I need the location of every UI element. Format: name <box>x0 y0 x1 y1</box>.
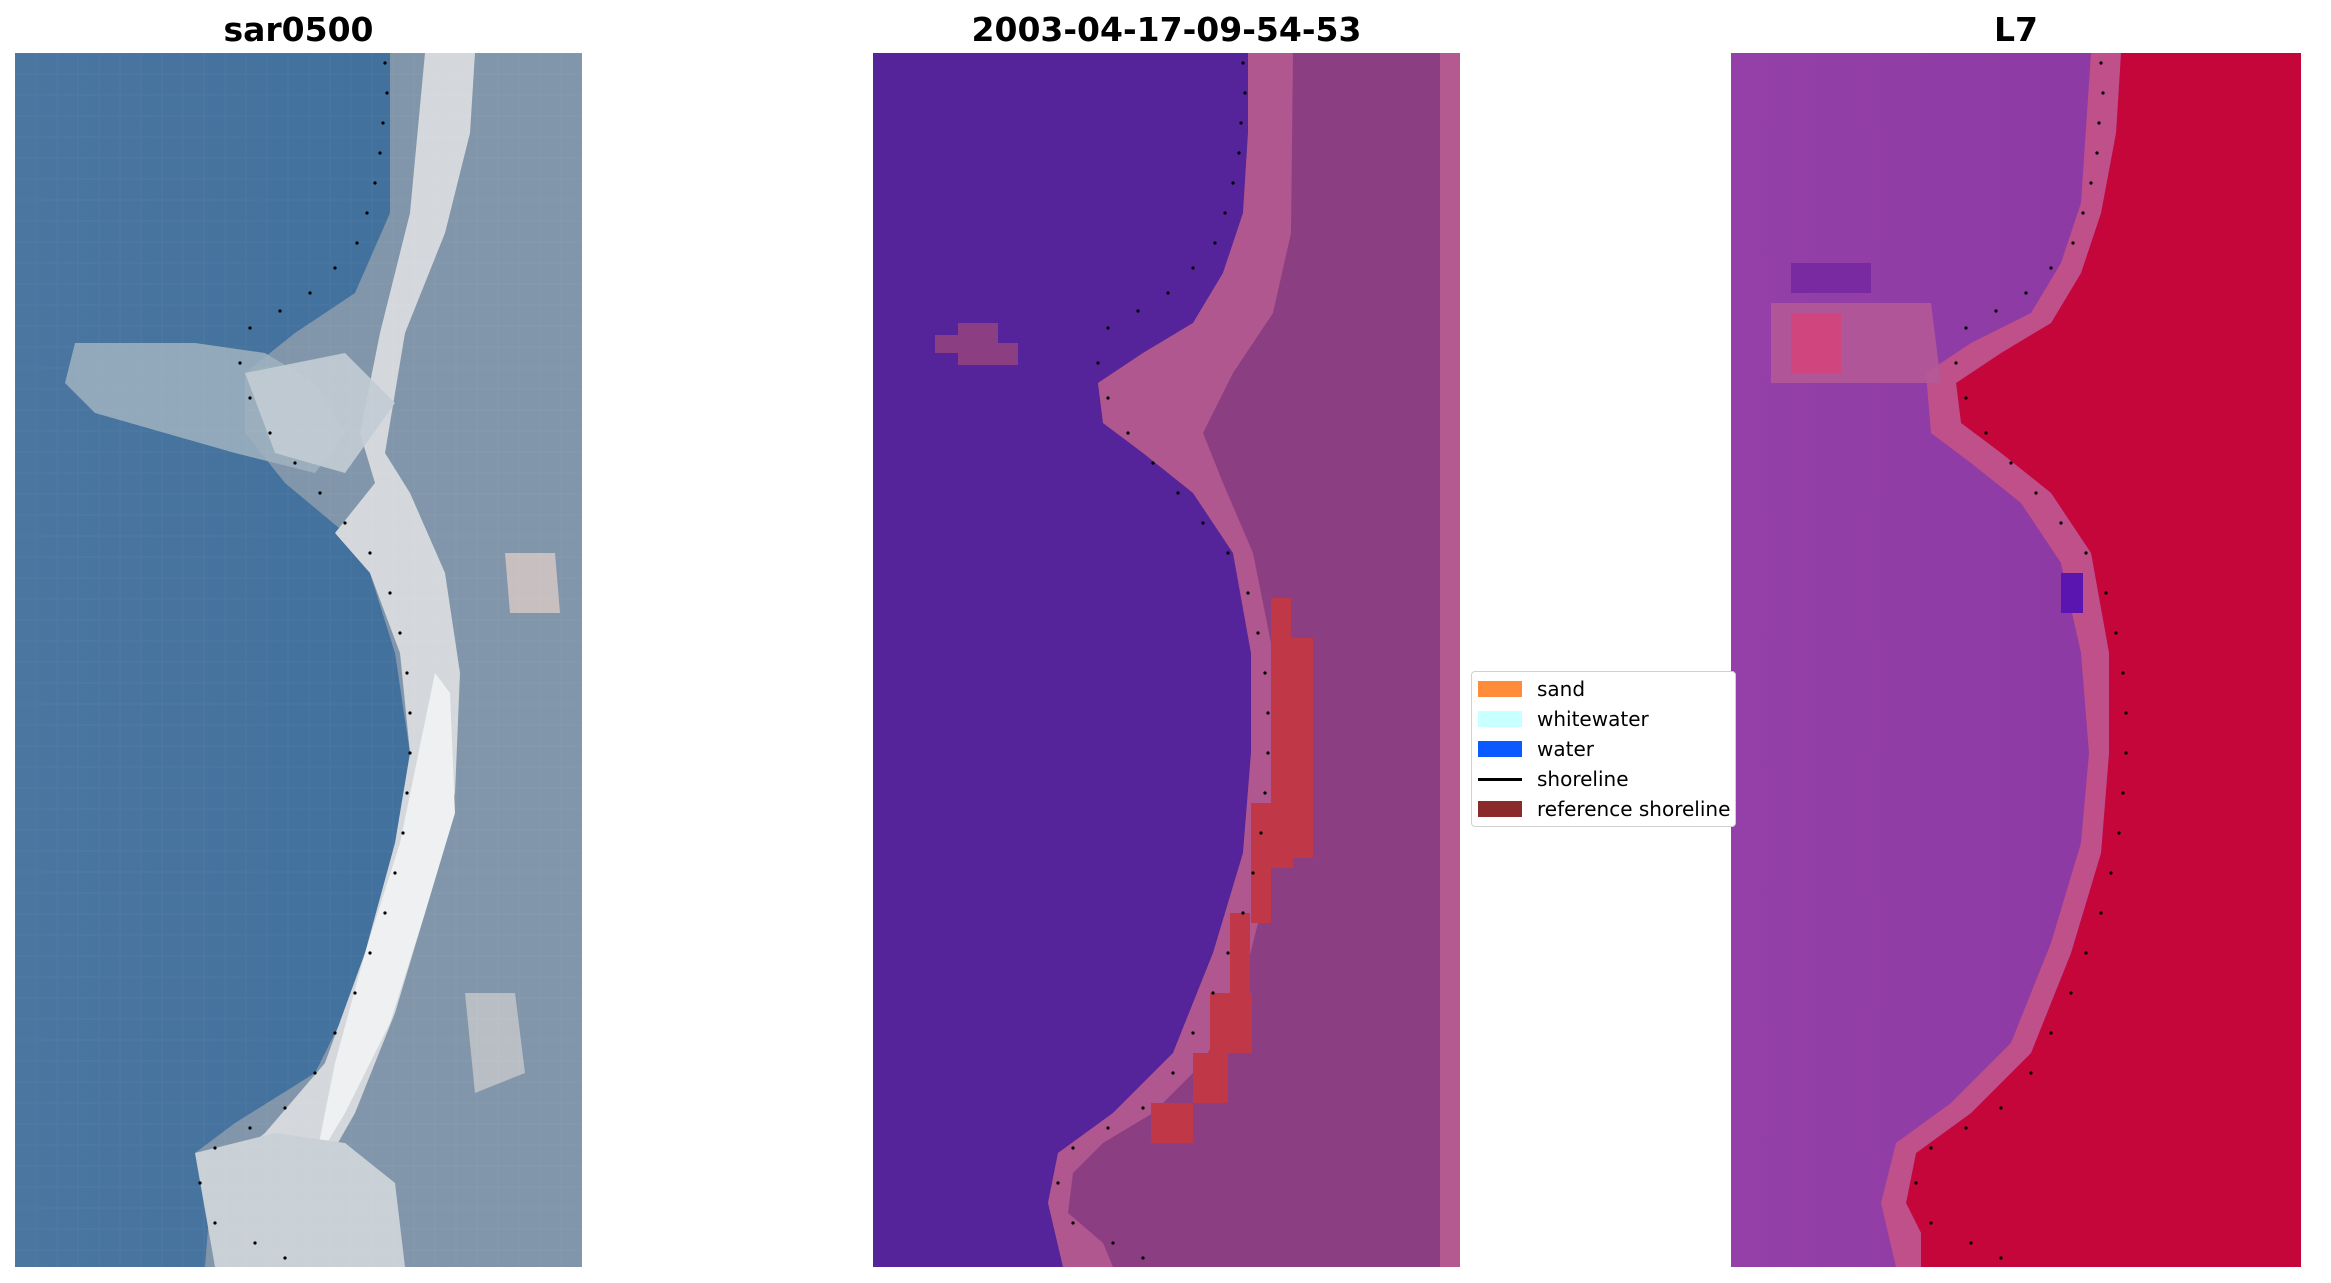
legend-line-shoreline <box>1478 777 1522 781</box>
panel-title-index: L7 <box>1994 10 2038 49</box>
legend-item-reference-shoreline: reference shoreline <box>1478 796 1730 822</box>
legend-label: reference shoreline <box>1537 797 1731 821</box>
legend-swatch-whitewater <box>1478 711 1522 727</box>
legend-item-sand: sand <box>1478 676 1585 702</box>
classification-image <box>873 53 1460 1267</box>
panel-title-classification: 2003-04-17-09-54-53 <box>971 10 1362 49</box>
shoreline-dots-right <box>1914 61 2128 1260</box>
reference-shoreline-blocks <box>1151 598 1313 1143</box>
panel-title-rgb: sar0500 <box>223 10 374 49</box>
legend-item-whitewater: whitewater <box>1478 706 1649 732</box>
rgb-image-panel <box>15 53 582 1267</box>
legend-label: sand <box>1537 677 1586 701</box>
legend: sand whitewater water shoreline referenc… <box>1471 671 1736 827</box>
index-image-panel <box>1731 53 2301 1267</box>
legend-label: water <box>1537 737 1594 761</box>
legend-swatch-reference-shoreline <box>1478 801 1522 817</box>
legend-label: whitewater <box>1537 707 1649 731</box>
shoreline-dots-center <box>1056 61 1270 1260</box>
legend-swatch-water <box>1478 741 1522 757</box>
legend-item-shoreline: shoreline <box>1478 766 1629 792</box>
legend-swatch-sand <box>1478 681 1522 697</box>
index-image <box>1731 53 2301 1267</box>
legend-label: shoreline <box>1537 767 1629 791</box>
legend-item-water: water <box>1478 736 1594 762</box>
classification-panel <box>873 53 1460 1267</box>
rgb-image <box>15 53 582 1267</box>
shoreline-dots-left <box>198 61 412 1260</box>
